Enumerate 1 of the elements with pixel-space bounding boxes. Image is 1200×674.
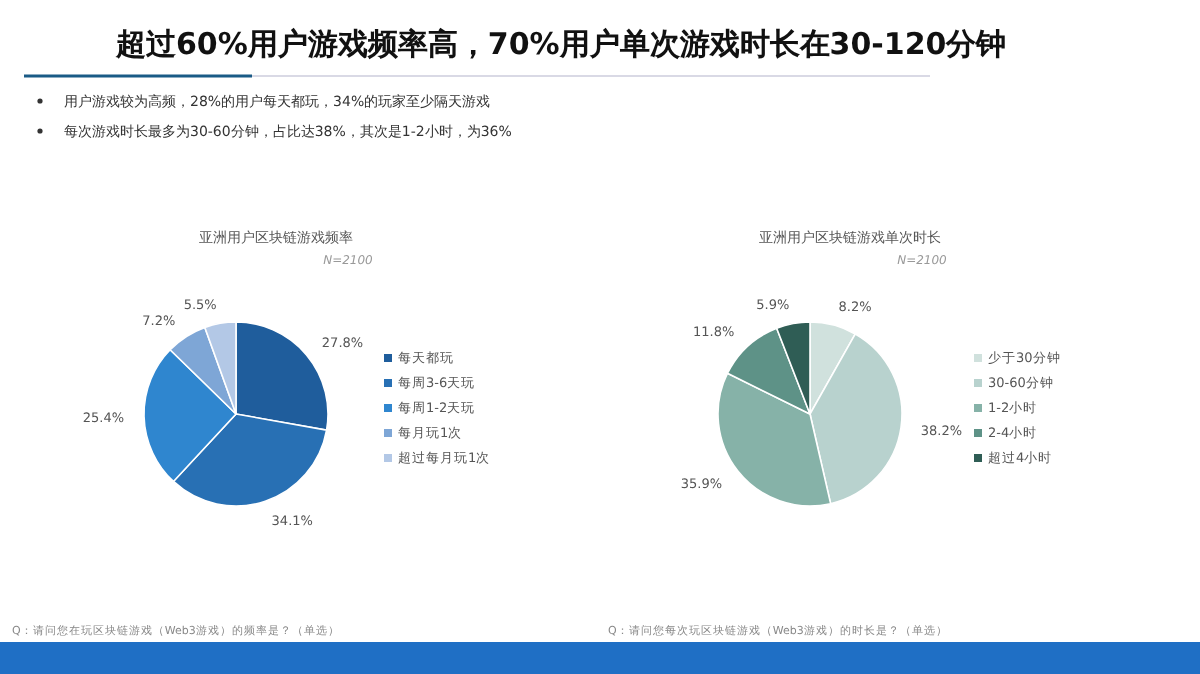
text: 超过60%用户游戏频率高，70%用户单次游戏时长在30-120分钟 (114, 26, 1007, 62)
